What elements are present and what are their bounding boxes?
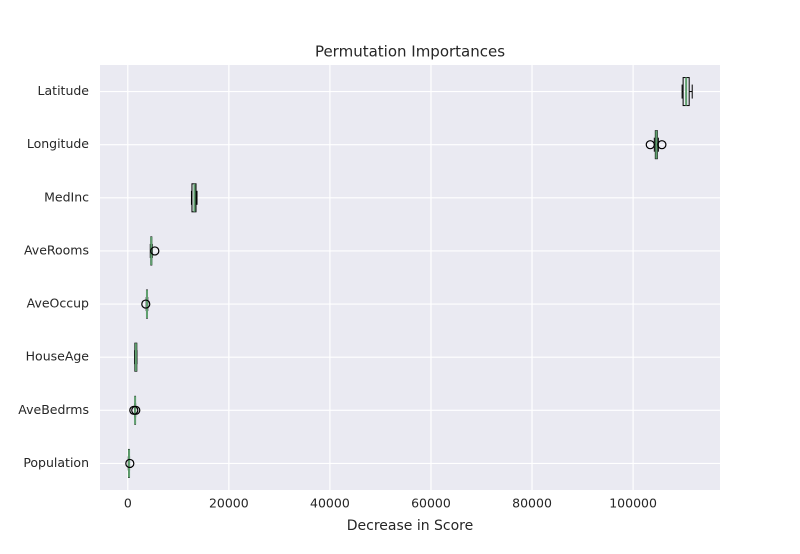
y-tick-label: AveRooms (24, 242, 89, 257)
outlier (141, 299, 151, 309)
x-axis-label: Decrease in Score (347, 518, 474, 534)
x-tick-label: 80000 (512, 496, 552, 511)
y-tick-label: HouseAge (26, 349, 90, 364)
plot-area (100, 65, 720, 490)
y-tick-label: AveOccup (27, 296, 89, 311)
outlier (125, 458, 135, 469)
outlier (645, 140, 655, 150)
x-tick-label: 0 (124, 496, 132, 511)
x-tick-label: 20000 (209, 496, 249, 511)
x-tick-label: 40000 (310, 496, 350, 511)
outlier (131, 405, 141, 415)
y-tick-label: Longitude (27, 136, 89, 151)
x-tick-label: 100000 (609, 496, 657, 511)
outlier (150, 246, 160, 256)
chart-title: Permutation Importances (315, 43, 505, 61)
x-tick-label: 60000 (411, 496, 451, 511)
y-tick-label: Latitude (38, 83, 90, 98)
y-tick-label: Population (23, 455, 89, 470)
y-tick-label: AveBedrms (18, 402, 89, 417)
y-tick-label: MedInc (44, 189, 89, 204)
outlier (657, 140, 667, 150)
